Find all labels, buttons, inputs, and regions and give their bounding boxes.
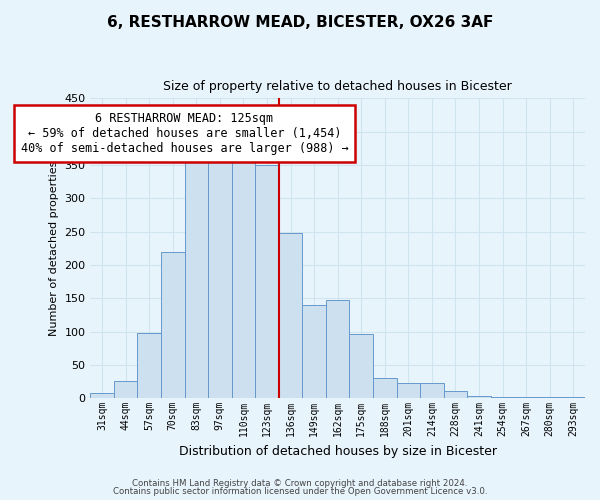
Bar	[467, 396, 491, 398]
Bar	[326, 300, 349, 398]
Bar	[232, 155, 255, 398]
Text: Contains HM Land Registry data © Crown copyright and database right 2024.: Contains HM Land Registry data © Crown c…	[132, 478, 468, 488]
Bar	[208, 155, 232, 398]
Bar	[255, 165, 279, 398]
Bar	[420, 384, 443, 398]
Text: Contains public sector information licensed under the Open Government Licence v3: Contains public sector information licen…	[113, 487, 487, 496]
Text: 6, RESTHARROW MEAD, BICESTER, OX26 3AF: 6, RESTHARROW MEAD, BICESTER, OX26 3AF	[107, 15, 493, 30]
Bar	[443, 392, 467, 398]
Bar	[137, 333, 161, 398]
Bar	[302, 305, 326, 398]
Bar	[349, 334, 373, 398]
Bar	[185, 158, 208, 398]
Text: 6 RESTHARROW MEAD: 125sqm
← 59% of detached houses are smaller (1,454)
40% of se: 6 RESTHARROW MEAD: 125sqm ← 59% of detac…	[20, 112, 349, 154]
X-axis label: Distribution of detached houses by size in Bicester: Distribution of detached houses by size …	[179, 444, 497, 458]
Title: Size of property relative to detached houses in Bicester: Size of property relative to detached ho…	[163, 80, 512, 93]
Bar	[373, 378, 397, 398]
Bar	[279, 233, 302, 398]
Y-axis label: Number of detached properties: Number of detached properties	[49, 160, 59, 336]
Bar	[161, 252, 185, 398]
Bar	[114, 382, 137, 398]
Bar	[397, 384, 420, 398]
Bar	[562, 397, 585, 398]
Bar	[91, 393, 114, 398]
